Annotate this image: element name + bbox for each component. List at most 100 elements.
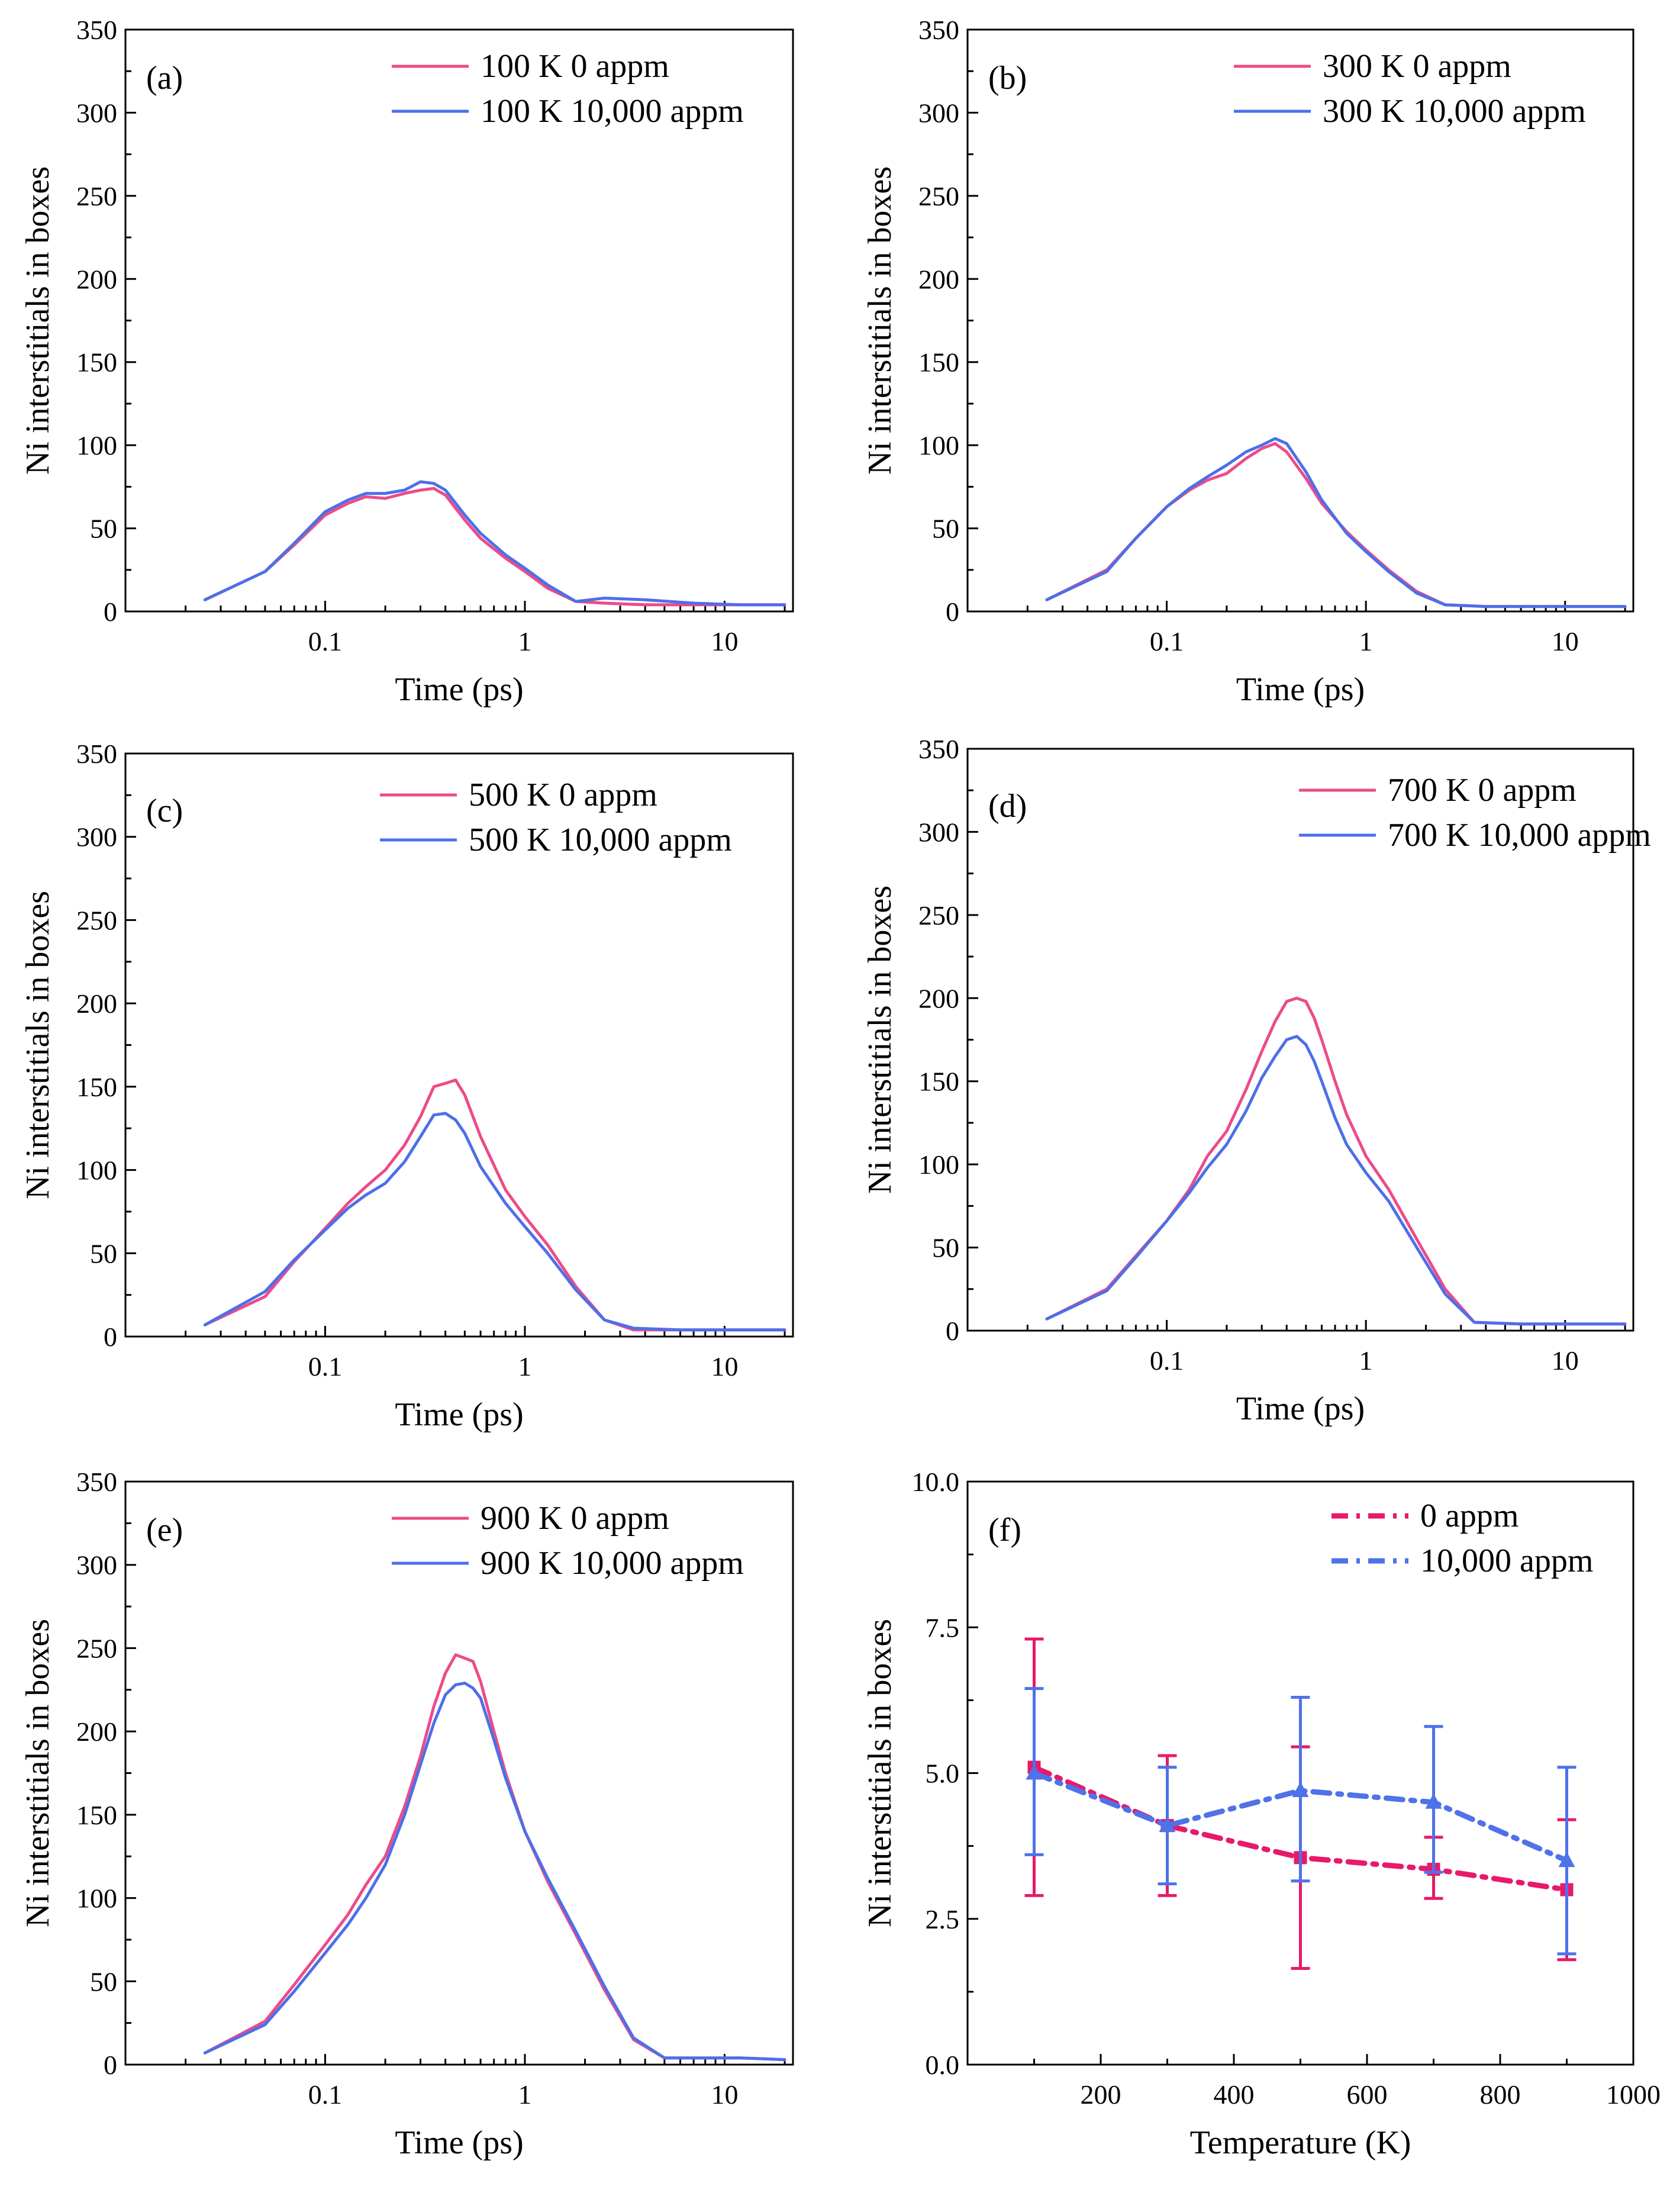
x-axis-label: Temperature (K) <box>1190 2124 1411 2161</box>
y-tick-label: 150 <box>76 347 117 378</box>
y-tick-label: 50 <box>90 514 117 544</box>
series-line-1 <box>203 1653 786 2062</box>
panel-label: (b) <box>988 60 1027 96</box>
data-layer <box>1024 1637 1576 1970</box>
x-axis-label: Time (ps) <box>1236 671 1365 708</box>
series-line-2 <box>1045 1035 1627 1326</box>
y-tick-label: 350 <box>76 15 117 45</box>
x-tick-label: 0.1 <box>1150 626 1184 656</box>
panel-label: (e) <box>146 1512 183 1548</box>
y-tick-label: 200 <box>76 1717 117 1747</box>
y-tick-label: 50 <box>932 1233 959 1263</box>
y-tick-label: 100 <box>918 430 959 461</box>
panel-e: 0 50 100 150 200 250 300 350 0.1 1 10 Time (ps) Ni i… <box>20 1467 794 2161</box>
panel-label: (f) <box>988 1512 1021 1548</box>
y-tick-label: 300 <box>76 98 117 128</box>
legend-label: 300 K 0 appm <box>1323 48 1511 85</box>
y-tick-label: 5.0 <box>926 1759 960 1789</box>
data-layer <box>1045 996 1627 1326</box>
y-tick-label: 10.0 <box>912 1467 960 1497</box>
x-axis-label: Time (ps) <box>395 1396 523 1433</box>
y-tick-label: 250 <box>76 181 117 211</box>
legend-label: 100 K 0 appm <box>481 48 669 85</box>
x-axis-label: Time (ps) <box>395 671 523 708</box>
legend-label: 300 K 10,000 appm <box>1323 93 1586 130</box>
panel-label: (a) <box>146 60 183 96</box>
y-tick-label: 200 <box>76 989 117 1019</box>
x-tick-label: 0.1 <box>308 2079 343 2110</box>
y-axis-label: Ni interstitials in boxes <box>862 166 898 475</box>
y-tick-label: 50 <box>90 1238 117 1268</box>
data-layer <box>203 1653 786 2062</box>
panel-label: (c) <box>146 793 183 829</box>
y-tick-label: 200 <box>76 264 117 294</box>
y-axis-label: Ni interstitials in boxes <box>862 1619 898 1927</box>
x-tick-label: 10 <box>711 1351 738 1382</box>
legend-label: 500 K 10,000 appm <box>469 822 732 858</box>
panel-label: (d) <box>988 788 1027 825</box>
y-tick-label: 150 <box>918 347 959 378</box>
y-tick-label: 350 <box>76 739 117 769</box>
y-tick-label: 350 <box>918 15 959 45</box>
legend-label: 100 K 10,000 appm <box>481 93 744 130</box>
panel-d: 0 50 100 150 200 250 300 350 0.1 1 10 Time (ps) Ni i… <box>862 734 1651 1427</box>
y-tick-label: 150 <box>918 1067 959 1097</box>
x-tick-label: 1 <box>518 626 531 656</box>
y-tick-label: 200 <box>918 983 959 1013</box>
y-tick-label: 250 <box>76 905 117 935</box>
y-tick-label: 350 <box>76 1467 117 1497</box>
y-tick-label: 100 <box>76 1883 117 1914</box>
y-tick-label: 50 <box>932 514 959 544</box>
series-line-1 <box>203 1078 786 1332</box>
y-tick-label: 0 <box>104 1322 117 1352</box>
x-tick-label: 800 <box>1480 2079 1521 2110</box>
data-point <box>1425 1793 1442 1809</box>
series-line-2 <box>1045 437 1627 608</box>
y-tick-label: 0 <box>946 1316 959 1346</box>
y-tick-label: 0 <box>104 2050 117 2080</box>
y-tick-label: 100 <box>76 430 117 461</box>
series-line-2 <box>203 1112 786 1332</box>
x-tick-label: 400 <box>1214 2079 1255 2110</box>
y-tick-label: 200 <box>918 264 959 294</box>
data-point <box>1558 1852 1575 1868</box>
y-tick-label: 7.5 <box>926 1612 960 1643</box>
legend-label: 10,000 appm <box>1420 1543 1593 1579</box>
x-tick-label: 10 <box>711 2079 738 2110</box>
y-tick-label: 350 <box>918 734 959 764</box>
y-tick-label: 150 <box>76 1072 117 1102</box>
x-tick-label: 1 <box>1359 1345 1373 1376</box>
data-point <box>1026 1764 1043 1780</box>
x-tick-label: 10 <box>1552 626 1579 656</box>
data-layer <box>1045 437 1627 608</box>
y-axis-label: Ni interstitials in boxes <box>862 886 898 1194</box>
y-axis-label: Ni interstitials in boxes <box>20 1619 56 1927</box>
x-tick-label: 1 <box>518 1351 531 1382</box>
legend-label: 700 K 10,000 appm <box>1388 817 1651 854</box>
legend-label: 0 appm <box>1420 1498 1519 1534</box>
y-tick-label: 250 <box>76 1633 117 1663</box>
y-tick-label: 100 <box>918 1150 959 1180</box>
y-tick-label: 300 <box>76 822 117 852</box>
series-line-1 <box>203 487 786 607</box>
legend-label: 900 K 10,000 appm <box>481 1545 744 1582</box>
y-tick-label: 50 <box>90 1966 117 1997</box>
y-tick-label: 0.0 <box>926 2050 960 2080</box>
data-layer <box>203 480 786 607</box>
series-line-2 <box>203 480 786 607</box>
panel-f: 0.0 2.5 5.0 7.5 10.0 200 400 600 800 1000 Temperat… <box>862 1467 1661 2161</box>
x-tick-label: 10 <box>711 626 738 656</box>
x-tick-label: 10 <box>1552 1345 1579 1376</box>
y-axis-label: Ni interstitials in boxes <box>20 891 56 1199</box>
series-line-1 <box>1045 442 1627 608</box>
legend-label: 900 K 0 appm <box>481 1500 669 1537</box>
x-tick-label: 1 <box>518 2079 531 2110</box>
y-tick-label: 150 <box>76 1800 117 1830</box>
y-tick-label: 300 <box>76 1550 117 1580</box>
y-tick-label: 250 <box>918 181 959 211</box>
panel-b: 0 50 100 150 200 250 300 350 0.1 1 10 Time (ps) Ni i… <box>862 15 1634 708</box>
x-axis-label: Time (ps) <box>395 2124 523 2161</box>
y-tick-label: 0 <box>946 597 959 627</box>
panel-a: 0 50 100 150 200 250 300 350 0.1 1 10 Time (ps) Ni i… <box>20 15 794 708</box>
